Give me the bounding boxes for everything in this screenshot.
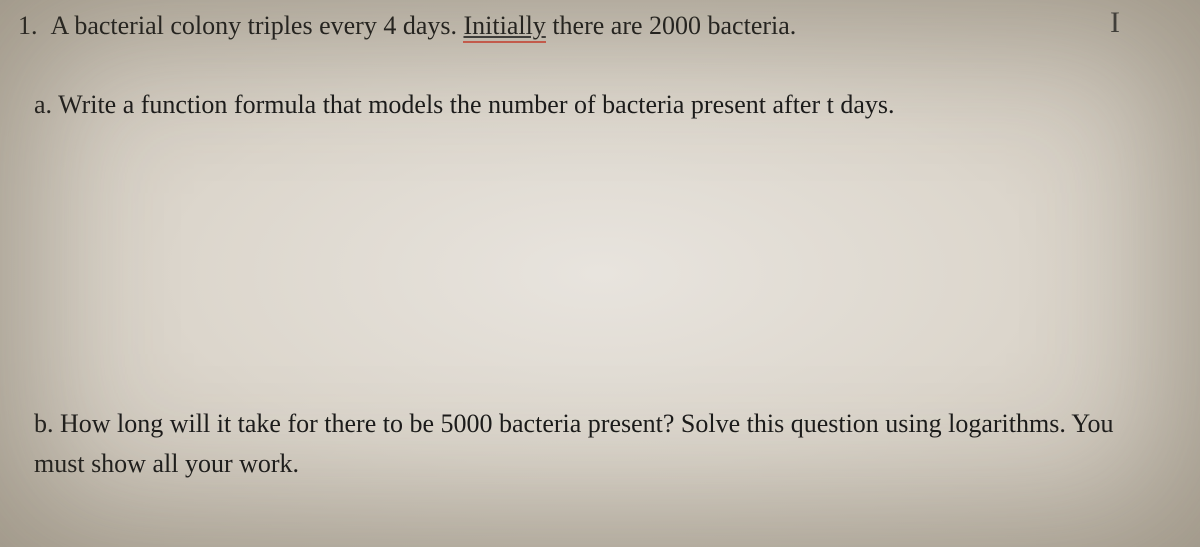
part-b-text: How long will it take for there to be 50… <box>34 409 1114 478</box>
part-b: b. How long will it take for there to be… <box>18 404 1182 485</box>
question-number: 1. <box>18 11 38 40</box>
text-cursor-icon: I <box>1110 6 1120 40</box>
underlined-word: Initially <box>463 11 545 40</box>
part-a-label: a. <box>34 90 52 119</box>
worksheet-page: 1. A bacterial colony triples every 4 da… <box>0 0 1200 485</box>
question-stem: 1. A bacterial colony triples every 4 da… <box>18 8 1182 44</box>
part-a: a. Write a function formula that models … <box>18 86 1182 124</box>
stem-before: A bacterial colony triples every 4 days. <box>51 11 464 40</box>
part-a-text: Write a function formula that models the… <box>58 90 894 119</box>
stem-after: there are 2000 bacteria. <box>546 11 796 40</box>
part-b-label: b. <box>34 409 54 438</box>
